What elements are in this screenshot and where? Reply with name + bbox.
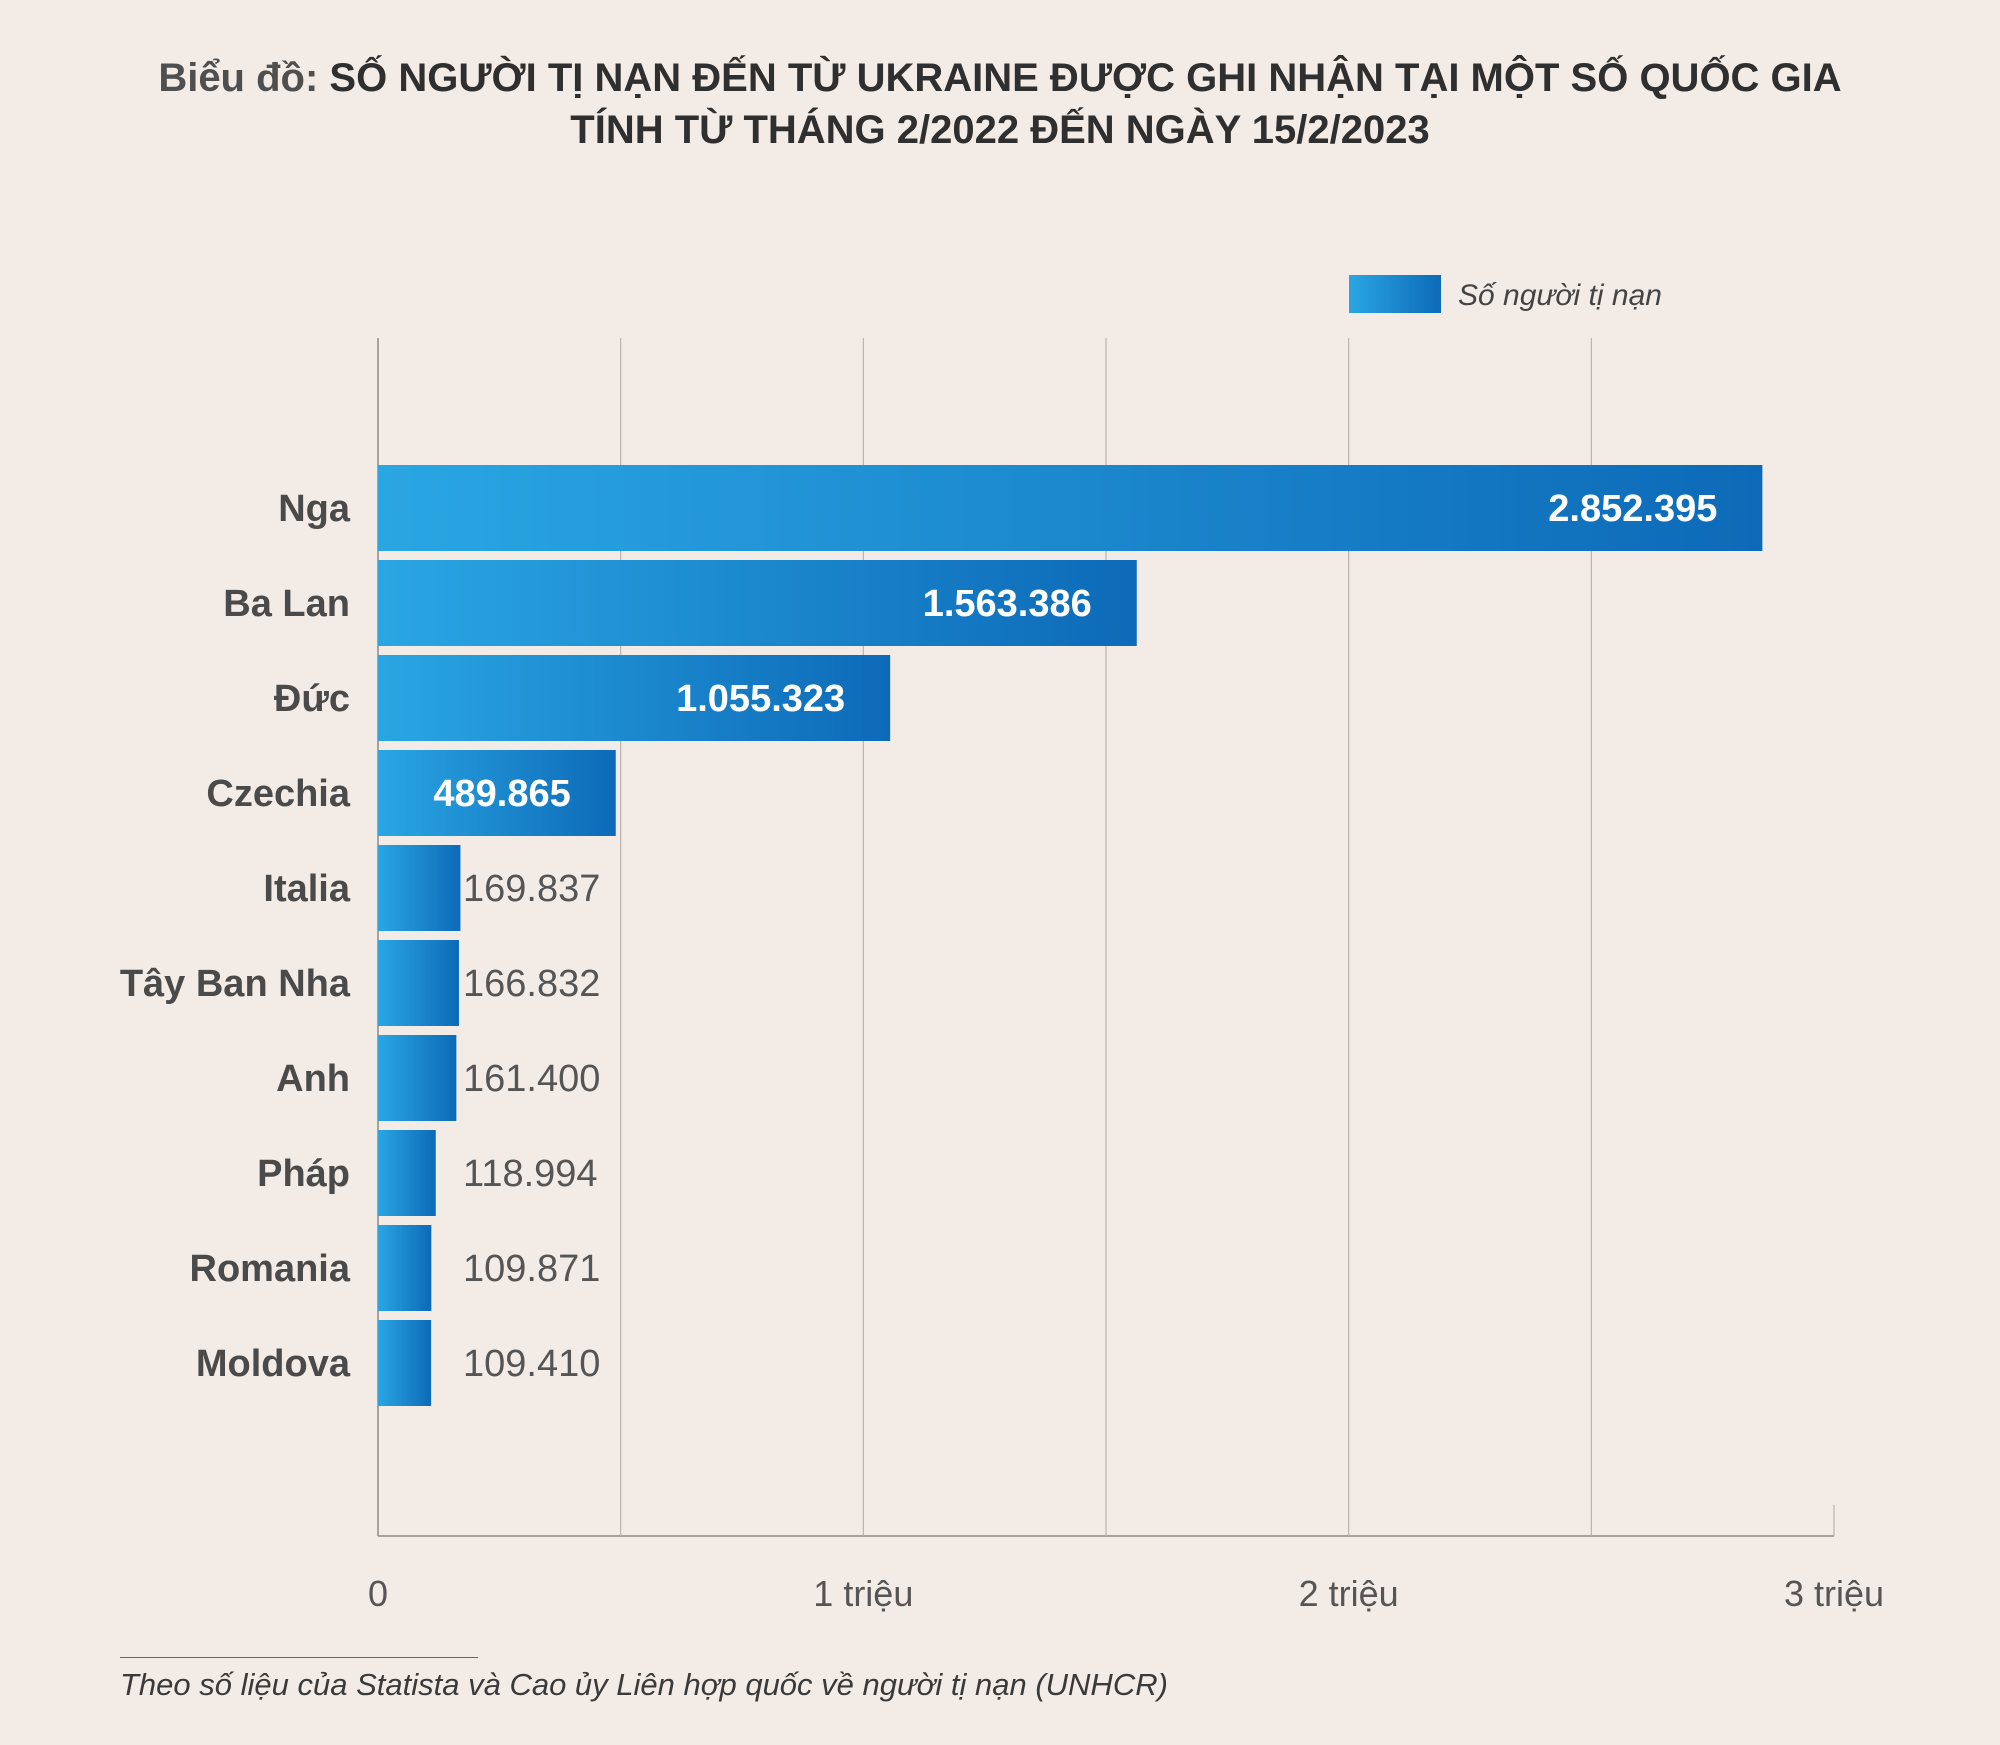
bar-chart: 0 1 triệu 2 triệu 3 triệu Nga 2.852.395 Ba La… [120,275,1884,1614]
category-label: Czechia [206,773,350,815]
x-tick-label: 0 [368,1573,388,1614]
title-line-1: Biểu đồ: SỐ NGƯỜI TỊ NẠN ĐẾN TỪ UKRAINE … [0,52,2000,104]
legend-label: Số người tị nạn [1458,279,1662,312]
chart-title: Biểu đồ: SỐ NGƯỜI TỊ NẠN ĐẾN TỪ UKRAINE … [0,52,2000,156]
category-label: Đức [274,678,350,720]
bar [378,1130,436,1216]
x-tick-label: 1 triệu [813,1573,913,1614]
legend: Số người tị nạn [1349,275,1662,313]
bar [378,1035,457,1121]
category-label: Tây Ban Nha [120,963,351,1005]
title-line-2: TÍNH TỪ THÁNG 2/2022 ĐẾN NGÀY 15/2/2023 [570,108,1430,152]
category-label: Ba Lan [223,583,350,625]
data-label: 109.410 [463,1343,600,1385]
x-tick-label: 3 triệu [1784,1573,1884,1614]
category-label: Anh [276,1058,350,1100]
bar [378,560,1137,646]
data-label: 118.994 [463,1153,598,1195]
data-label: 2.852.395 [1548,488,1717,530]
data-label: 166.832 [463,963,600,1005]
category-label: Nga [278,488,351,530]
x-tick-label: 2 triệu [1299,1573,1399,1614]
bar [378,1225,432,1311]
data-label: 161.400 [463,1058,600,1100]
data-label: 169.837 [463,868,600,910]
bar [378,655,891,741]
bar [378,940,459,1026]
bar [378,845,461,931]
source-divider [120,1657,478,1658]
category-label: Pháp [257,1153,350,1195]
data-label: 489.865 [433,773,570,815]
category-label: Italia [263,868,350,910]
data-label: 109.871 [463,1248,600,1290]
legend-swatch [1349,275,1441,313]
category-label: Moldova [196,1343,351,1385]
title-prefix: Biểu đồ: [158,56,319,100]
bar [378,465,1763,551]
data-label: 1.563.386 [923,583,1092,625]
bar [378,750,616,836]
source-note: Theo số liệu của Statista và Cao ủy Liên… [120,1667,1168,1702]
title-main: SỐ NGƯỜI TỊ NẠN ĐẾN TỪ UKRAINE ĐƯỢC GHI … [329,56,1842,100]
bar [378,1320,432,1406]
data-label: 1.055.323 [676,678,845,720]
category-label: Romania [190,1248,351,1290]
